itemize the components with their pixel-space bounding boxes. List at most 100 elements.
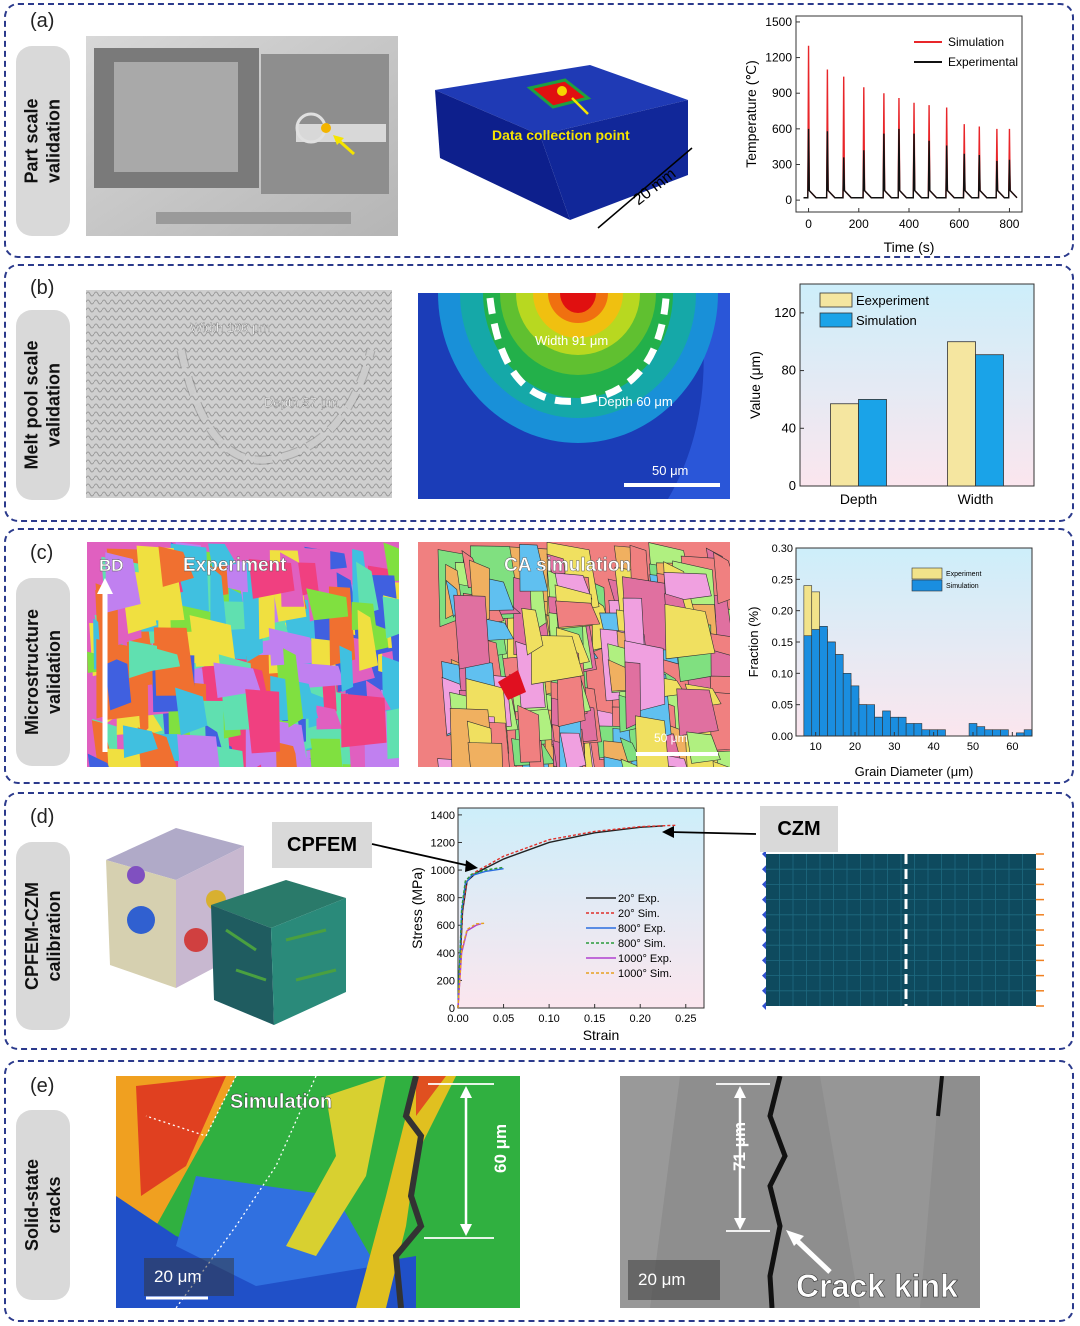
cpfem-cubes — [106, 828, 346, 1025]
hist-bar-1 — [850, 685, 860, 737]
x-tick-label: 60 — [1006, 741, 1018, 753]
panel-c — [4, 528, 1074, 784]
hist-bar-1 — [937, 729, 946, 737]
grain — [275, 741, 300, 767]
bar-width-1 — [975, 354, 1004, 487]
grain — [357, 609, 379, 671]
y-tick-label: 200 — [437, 975, 455, 987]
legend-label: Experiment — [946, 571, 981, 578]
x-tick-label: 0.00 — [447, 1013, 468, 1025]
grain — [620, 758, 641, 767]
y-tick-label: 0 — [785, 193, 792, 207]
hist-bar-1 — [866, 704, 875, 737]
grain — [316, 705, 343, 730]
hist-bar-1 — [1000, 729, 1009, 737]
x-tick-label: Width — [958, 491, 994, 507]
simulation-label: Simulation — [230, 1091, 332, 1113]
y-tick-label: 0.10 — [772, 668, 793, 680]
hist-bar-1 — [897, 716, 907, 737]
x-tick-label: 800 — [999, 217, 1019, 231]
exp-length-label: 71 μm — [730, 1122, 749, 1171]
panel-a-label: (a) — [30, 10, 55, 32]
x-tick-label: 0.25 — [675, 1013, 696, 1025]
fixed-bc-marker — [762, 880, 766, 889]
y-tick-label: 0.15 — [772, 637, 793, 649]
panel-b-label: (b) — [30, 277, 55, 299]
legend-label: 800° Exp. — [618, 923, 666, 935]
grain — [383, 542, 399, 582]
grain — [142, 644, 181, 672]
grain — [662, 754, 688, 767]
x-tick-label: 600 — [949, 217, 969, 231]
grain — [268, 627, 319, 666]
exp-width-label: Width 100 μm — [190, 320, 270, 335]
czm-label-box: CZM — [760, 806, 838, 852]
exp-scale-bar-label: 20 μm — [638, 1270, 686, 1289]
x-tick-label: 20 — [849, 741, 861, 753]
x-tick-label: 0.15 — [584, 1013, 605, 1025]
crack-simulation: 60 μm Simulation 20 μm — [116, 1076, 520, 1308]
legend-swatch — [819, 312, 853, 328]
cpfem-label-box: CPFEM — [272, 822, 372, 868]
y-tick-label: 300 — [772, 157, 792, 171]
grain — [122, 725, 158, 758]
grain — [521, 607, 544, 656]
x-tick-label: 10 — [810, 741, 822, 753]
sim-depth-label: Depth 60 μm — [598, 394, 673, 409]
y-tick-label: 120 — [774, 305, 796, 320]
melt-pool-micrograph: Width 100 μm Depth 57 μm — [86, 290, 392, 498]
grain — [306, 588, 349, 621]
y-tick-label: 1200 — [431, 837, 455, 849]
grain — [530, 635, 584, 685]
y-axis-label: Fraction (%) — [746, 607, 761, 678]
y-tick-label: 1500 — [765, 15, 792, 29]
grain — [310, 738, 343, 767]
grain — [712, 760, 729, 767]
x-tick-label: 0.05 — [493, 1013, 514, 1025]
panel-e-side-label: Solid-state cracks — [16, 1110, 70, 1300]
legend-swatch — [911, 579, 943, 592]
legend-swatch — [819, 292, 853, 308]
arrows-overlay — [371, 826, 757, 872]
y-tick-label: 600 — [437, 920, 455, 932]
grain — [356, 561, 379, 616]
grain — [382, 596, 399, 639]
grain — [519, 544, 549, 592]
y-tick-label: 1000 — [431, 865, 455, 877]
y-tick-label: 80 — [782, 363, 796, 378]
grain — [467, 742, 503, 767]
grain — [559, 732, 587, 767]
part-model-3d: Data collection point 20 mm — [435, 65, 693, 229]
legend-label: 800° Sim. — [618, 938, 666, 950]
x-tick-label: 40 — [928, 741, 940, 753]
grain — [105, 552, 141, 613]
legend-label: 20° Sim. — [618, 908, 660, 920]
hist-bar-1 — [992, 729, 1001, 737]
fixed-bc-marker — [762, 895, 766, 904]
temperature-chart: 0 200 400 600 800 0 300 600 900 1200 1500 Time (s) T… — [743, 15, 1023, 255]
grain — [87, 753, 109, 767]
panel-c-label: (c) — [30, 542, 54, 564]
hist-bar-1 — [819, 626, 828, 737]
melt-pool-simulation: Width 91 μm Depth 60 μm 50 μm — [418, 293, 730, 499]
bar-depth-1 — [858, 399, 887, 487]
ebsd-map: BD Experiment — [87, 542, 399, 767]
hist-bar-1 — [835, 654, 844, 737]
panel-a — [4, 3, 1074, 258]
grain — [713, 551, 730, 605]
legend-label: Eexperiment — [856, 293, 929, 308]
grain — [676, 688, 719, 736]
panel-b-side-label: Melt pool scale validation — [16, 310, 70, 500]
grain — [340, 693, 387, 748]
hist-bar-1 — [976, 726, 986, 737]
fixed-bc-marker — [762, 910, 766, 919]
y-tick-label: 900 — [772, 86, 792, 100]
series-line-1 — [803, 128, 1018, 199]
legend-label: 1000° Sim. — [618, 968, 672, 980]
grain — [381, 655, 399, 712]
fixed-bc-marker — [762, 986, 766, 995]
y-tick-label: 0.05 — [772, 700, 793, 712]
y-axis-label: Temperature (℃) — [743, 60, 759, 168]
panel-d-side-label: CPFEM-CZM calibration — [16, 842, 70, 1030]
legend-label: 20° Exp. — [618, 893, 660, 905]
